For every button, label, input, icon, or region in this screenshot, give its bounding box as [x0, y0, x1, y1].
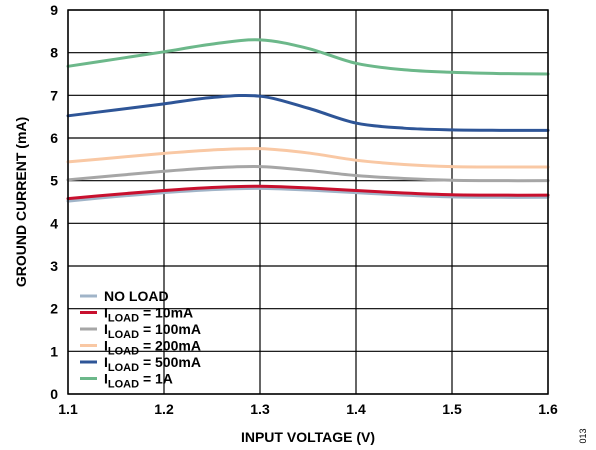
legend-entry: NO LOAD	[104, 288, 169, 304]
y-tick-label: 0	[50, 386, 58, 402]
legend-entry: ILOAD = 10mA	[104, 305, 193, 325]
legend-entry: ILOAD = 500mA	[104, 354, 201, 374]
figure-id: 013	[578, 428, 588, 443]
x-axis-title: INPUT VOLTAGE (V)	[241, 429, 375, 445]
y-tick-label: 3	[50, 258, 58, 274]
y-tick-label: 6	[50, 130, 58, 146]
y-tick-label: 7	[50, 87, 58, 103]
series-line-1	[66, 186, 550, 203]
y-tick-label: 2	[50, 301, 58, 317]
y-tick-labels: 0 1 2 3 4 5 6 7 8 9	[50, 2, 58, 402]
x-tick-label: 1.4	[346, 401, 366, 417]
x-tick-labels: 1.1 1.2 1.3 1.4 1.5 1.6	[58, 401, 558, 417]
series-line-6	[66, 38, 550, 76]
legend-entry: ILOAD = 100mA	[104, 321, 201, 341]
legend-entry: ILOAD = 200mA	[104, 338, 201, 358]
series-lines	[66, 38, 550, 203]
y-tick-label: 8	[50, 45, 58, 61]
y-tick-label: 5	[50, 173, 58, 189]
y-tick-label: 9	[50, 2, 58, 18]
x-tick-label: 1.3	[250, 401, 270, 417]
x-tick-label: 1.6	[538, 401, 558, 417]
series-line-2	[66, 184, 550, 201]
x-tick-label: 1.1	[58, 401, 78, 417]
y-tick-label: 1	[50, 343, 58, 359]
y-tick-label: 4	[50, 215, 58, 231]
series-line-5	[66, 93, 550, 132]
plot-area-frame	[67, 9, 549, 395]
series-line-3	[66, 164, 550, 183]
series-line-4	[66, 147, 550, 169]
x-tick-label: 1.2	[154, 401, 174, 417]
y-axis-title: GROUND CURRENT (mA)	[13, 117, 29, 287]
x-tick-label: 1.5	[442, 401, 462, 417]
legend-entry: ILOAD = 1A	[104, 371, 173, 391]
